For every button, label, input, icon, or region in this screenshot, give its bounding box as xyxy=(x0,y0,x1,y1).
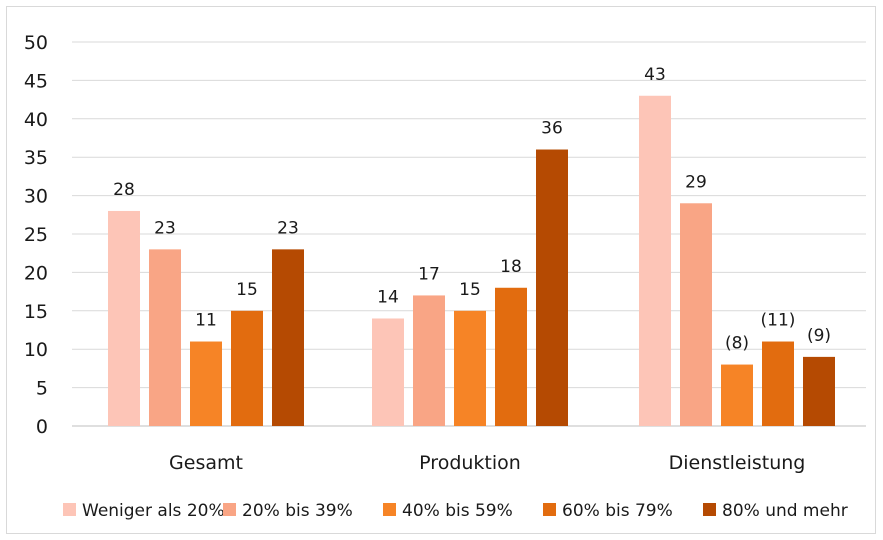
y-tick-label: 15 xyxy=(24,301,48,323)
y-axis-ticks: 0 5 10 15 20 25 30 35 40 45 50 xyxy=(24,32,48,438)
bar xyxy=(495,287,527,426)
y-tick-label: 10 xyxy=(24,339,48,361)
data-label: 23 xyxy=(277,218,299,238)
bar xyxy=(680,203,712,426)
y-tick-label: 45 xyxy=(24,70,48,92)
data-label: 23 xyxy=(154,218,176,238)
data-labels: 28 14 43 23 17 29 11 15 (8) 15 18 (11) 23 36 (9) xyxy=(113,65,831,354)
data-label: 17 xyxy=(418,264,440,284)
data-label: 43 xyxy=(644,65,666,85)
legend: Weniger als 20% 20% bis 39% 40% bis 59% 60%… xyxy=(63,501,848,521)
bar xyxy=(372,318,404,426)
data-label: (9) xyxy=(807,326,831,346)
data-label: 14 xyxy=(377,287,399,307)
bar xyxy=(639,95,671,426)
y-tick-label: 25 xyxy=(24,224,48,246)
bar xyxy=(108,210,140,426)
bar xyxy=(231,310,263,426)
bar xyxy=(454,310,486,426)
legend-swatch xyxy=(223,503,236,516)
bar xyxy=(190,341,222,426)
y-tick-label: 20 xyxy=(24,262,48,284)
data-label: 15 xyxy=(459,280,481,300)
data-label: 11 xyxy=(195,311,217,331)
data-label: 29 xyxy=(685,172,707,192)
legend-label: 20% bis 39% xyxy=(242,501,353,521)
legend-label: 60% bis 79% xyxy=(562,501,673,521)
y-tick-label: 35 xyxy=(24,147,48,169)
y-tick-label: 5 xyxy=(36,378,48,400)
legend-label: 40% bis 59% xyxy=(402,501,513,521)
bar xyxy=(272,249,304,426)
x-axis-categories: Gesamt Produktion Dienstleistung xyxy=(169,452,805,474)
bar xyxy=(536,149,568,426)
bars xyxy=(108,95,835,426)
bar xyxy=(803,356,835,426)
x-category-label: Gesamt xyxy=(169,452,243,474)
data-label: 36 xyxy=(541,119,563,139)
data-label: (11) xyxy=(761,311,796,331)
data-label: (8) xyxy=(725,334,749,354)
y-tick-label: 30 xyxy=(24,186,48,208)
bar xyxy=(721,364,753,426)
legend-swatch xyxy=(383,503,396,516)
bar xyxy=(149,249,181,426)
y-tick-label: 40 xyxy=(24,109,48,131)
bar xyxy=(413,295,445,426)
legend-label: Weniger als 20% xyxy=(82,501,225,521)
data-label: 18 xyxy=(500,257,522,277)
data-label: 15 xyxy=(236,280,258,300)
y-tick-label: 0 xyxy=(36,416,48,438)
legend-swatch xyxy=(543,503,556,516)
x-category-label: Dienstleistung xyxy=(669,452,806,474)
legend-swatch xyxy=(703,503,716,516)
bar xyxy=(762,341,794,426)
legend-label: 80% und mehr xyxy=(722,501,848,521)
data-label: 28 xyxy=(113,180,135,200)
y-tick-label: 50 xyxy=(24,32,48,54)
x-category-label: Produktion xyxy=(419,452,521,474)
legend-swatch xyxy=(63,503,76,516)
